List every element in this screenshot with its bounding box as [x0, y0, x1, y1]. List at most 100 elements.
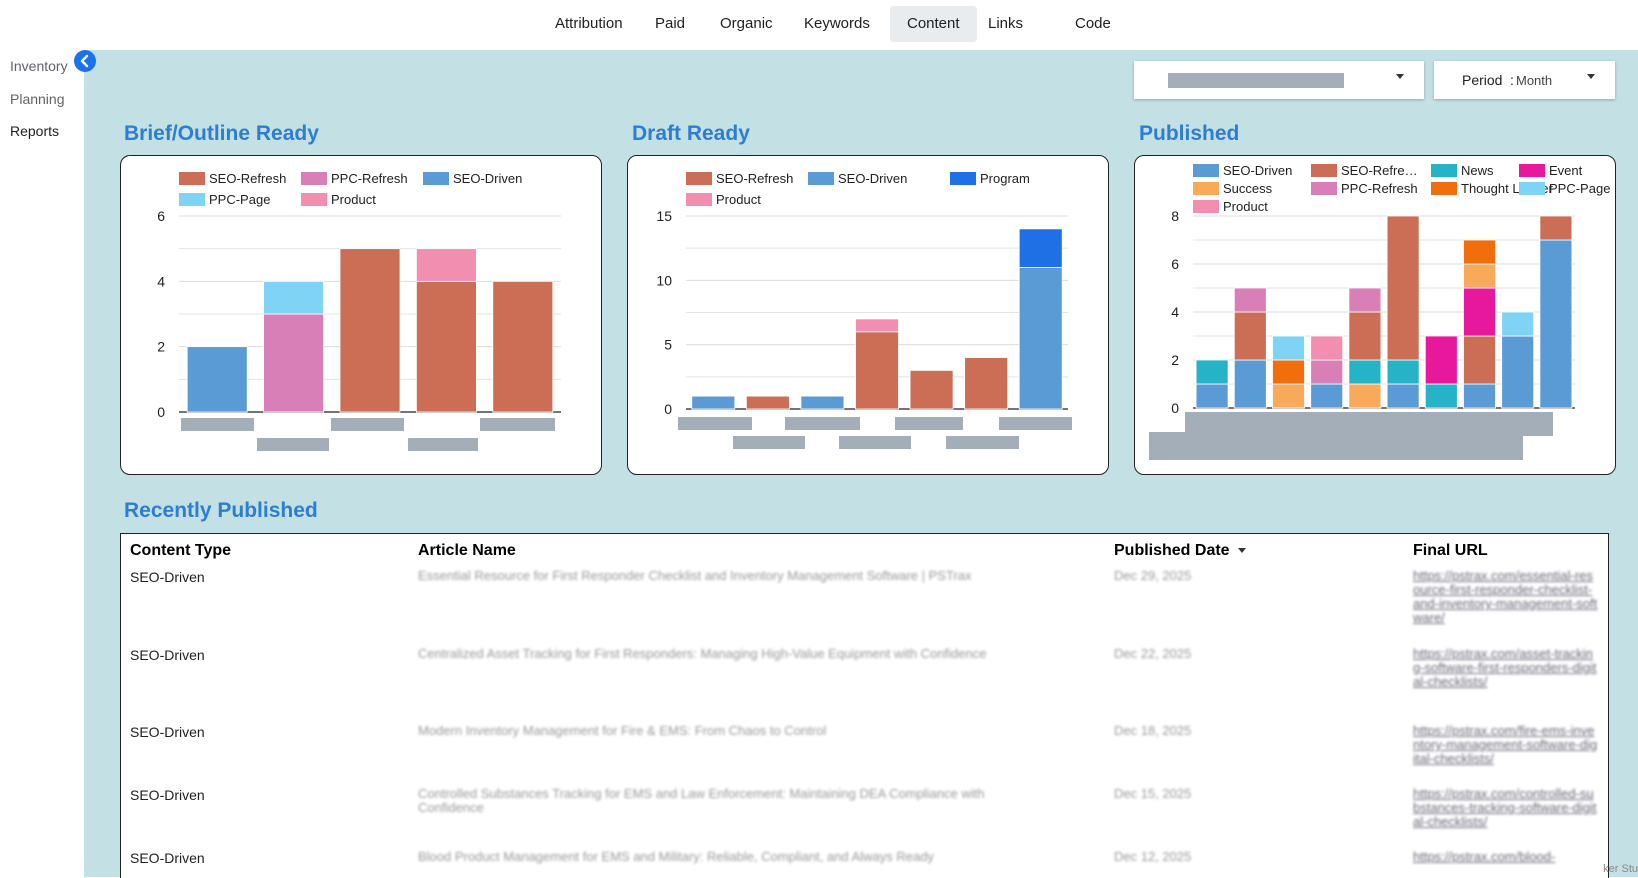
bar-segment[interactable]: [1195, 383, 1229, 409]
bar-segment[interactable]: [691, 395, 736, 410]
sidebar-item-inventory[interactable]: Inventory: [10, 58, 68, 74]
legend-entry[interactable]: PPC-Refresh: [301, 171, 408, 186]
tab-paid[interactable]: Paid: [655, 15, 686, 32]
legend-entry[interactable]: Product: [301, 192, 376, 207]
redacted-filter-value: [1168, 73, 1344, 88]
bar-segment[interactable]: [1501, 311, 1535, 337]
bar-segment[interactable]: [1463, 383, 1496, 409]
bar-segment[interactable]: [1348, 311, 1382, 361]
bar-segment[interactable]: [186, 346, 248, 413]
sidebar-item-planning[interactable]: Planning: [10, 91, 65, 107]
draft-ready-chart: SEO-Refresh SEO-Driven Program Product 0 5 10 1…: [656, 171, 1072, 449]
bar-segment[interactable]: [1310, 383, 1344, 409]
legend-label: Program: [980, 171, 1030, 186]
legend-swatch: [179, 172, 205, 185]
bar-segment[interactable]: [1386, 215, 1420, 361]
published-chart-card: SEO-Driven SEO-Refre… News Event Success PPC-…: [1134, 155, 1616, 475]
bar-segment[interactable]: [415, 280, 477, 413]
final-url-link[interactable]: https://pstrax.com/fire-ems-inventory-ma…: [1413, 724, 1598, 766]
legend-entry[interactable]: Event: [1519, 163, 1583, 178]
legend-entry[interactable]: PPC-Refresh: [1311, 181, 1418, 196]
bar-segment[interactable]: [1272, 335, 1305, 361]
tab-attribution[interactable]: Attribution: [555, 15, 623, 32]
bar-segment[interactable]: [1501, 335, 1535, 409]
bar-segment[interactable]: [964, 357, 1009, 410]
legend-swatch: [1519, 182, 1545, 195]
legend-entry[interactable]: SEO-Refresh: [686, 171, 793, 186]
bar-segment[interactable]: [1272, 383, 1305, 409]
legend-entry[interactable]: Product: [1193, 199, 1268, 214]
tab-code[interactable]: Code: [1075, 15, 1111, 32]
bar-segment[interactable]: [909, 369, 954, 410]
legend-entry[interactable]: SEO-Driven: [423, 171, 522, 186]
sidebar-item-reports[interactable]: Reports: [10, 123, 60, 139]
legend-entry[interactable]: PPC-Page: [179, 192, 270, 207]
bar-segment[interactable]: [745, 395, 790, 410]
final-url-link[interactable]: https://pstrax.com/controlled-substances…: [1413, 787, 1597, 829]
bar-segment[interactable]: [1272, 359, 1305, 385]
legend-swatch: [1193, 164, 1219, 177]
bar-segment[interactable]: [855, 331, 899, 410]
bar-segment[interactable]: [1233, 311, 1267, 361]
legend-entry[interactable]: SEO-Driven: [808, 171, 907, 186]
legend-entry[interactable]: SEO-Refresh: [179, 171, 286, 186]
collapse-sidebar-button[interactable]: [74, 50, 96, 72]
bar-segment[interactable]: [1233, 359, 1267, 409]
legend-label: Product: [716, 192, 761, 207]
bar-segment[interactable]: [1348, 287, 1382, 313]
legend-swatch: [301, 172, 327, 185]
bar-segment[interactable]: [1386, 383, 1420, 409]
legend-entry[interactable]: Product: [686, 192, 761, 207]
published-chart: SEO-Driven SEO-Refre… News Event Success PPC-…: [1149, 163, 1610, 460]
published-date-cell: Dec 12, 2025: [1114, 850, 1192, 864]
bar-segment[interactable]: [1463, 335, 1496, 385]
bar-segment[interactable]: [1463, 239, 1496, 265]
bar-segment[interactable]: [1310, 359, 1344, 385]
legend-entry[interactable]: Success: [1193, 181, 1273, 196]
legend-entry[interactable]: News: [1431, 163, 1494, 178]
bar-segment[interactable]: [1424, 335, 1458, 385]
bar-segment[interactable]: [263, 313, 325, 413]
chevron-down-icon: [1587, 74, 1595, 79]
legend-entry[interactable]: PPC-Page: [1519, 181, 1610, 196]
bar-segment[interactable]: [1539, 239, 1573, 409]
bar-segment[interactable]: [1195, 359, 1229, 385]
column-header-article-name[interactable]: Article Name: [418, 542, 516, 559]
column-header-published-date[interactable]: Published Date: [1114, 542, 1246, 560]
legend-entry[interactable]: SEO-Driven: [1193, 163, 1292, 178]
bar-segment[interactable]: [1018, 228, 1063, 268]
column-header-content-type[interactable]: Content Type: [130, 542, 232, 559]
bar-segment[interactable]: [1018, 267, 1063, 410]
bar-segment[interactable]: [263, 280, 325, 315]
tab-links[interactable]: Links: [988, 15, 1024, 32]
tab-keywords[interactable]: Keywords: [804, 15, 870, 32]
sort-desc-icon: [1237, 548, 1246, 554]
bar-segment[interactable]: [339, 248, 401, 413]
filter-dropdown[interactable]: [1134, 61, 1424, 99]
bar-segment[interactable]: [1386, 359, 1420, 385]
bar-segment[interactable]: [1348, 359, 1382, 385]
bar-segment[interactable]: [1233, 287, 1267, 313]
tab-organic[interactable]: Organic: [720, 15, 773, 32]
legend-label: PPC-Page: [209, 192, 270, 207]
bar-segment[interactable]: [800, 395, 845, 410]
period-dropdown[interactable]: Period Month :: [1434, 61, 1615, 99]
final-url-link[interactable]: https://pstrax.com/asset-tracking-softwa…: [1413, 647, 1597, 689]
bar-segment[interactable]: [1463, 263, 1496, 289]
bar-segment[interactable]: [1463, 287, 1496, 337]
bar-segment[interactable]: [1539, 215, 1573, 241]
legend-entry[interactable]: SEO-Refre…: [1311, 163, 1418, 178]
tab-content[interactable]: Content: [890, 6, 977, 42]
final-url-link[interactable]: https://pstrax.com/blood-: [1413, 850, 1556, 864]
final-url-link[interactable]: https://pstrax.com/essential-resource-fi…: [1413, 569, 1598, 625]
bar-segment[interactable]: [1348, 383, 1382, 409]
bar-segment[interactable]: [1310, 335, 1344, 361]
bar-segment[interactable]: [1424, 383, 1458, 409]
column-header-final-url[interactable]: Final URL: [1413, 542, 1488, 559]
bar-segment[interactable]: [855, 318, 899, 333]
redacted-x-label: [839, 436, 911, 449]
legend-entry[interactable]: Program: [950, 171, 1030, 186]
redacted-x-label: [946, 436, 1019, 449]
bar-segment[interactable]: [492, 280, 554, 413]
bar-segment[interactable]: [415, 248, 477, 282]
